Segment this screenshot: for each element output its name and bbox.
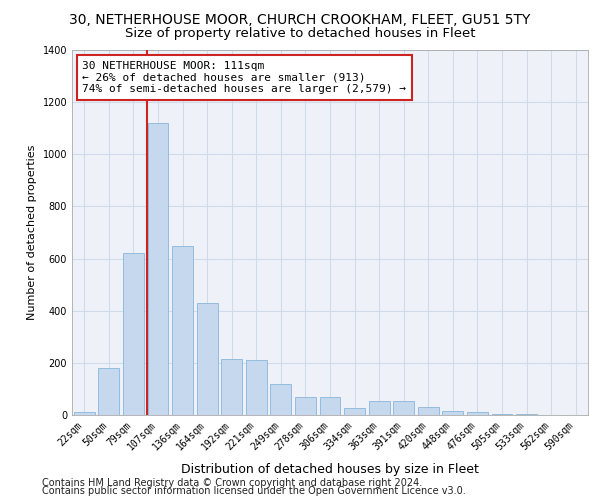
Text: Size of property relative to detached houses in Fleet: Size of property relative to detached ho…	[125, 28, 475, 40]
Bar	[344, 408, 365, 415]
Bar	[271, 384, 292, 415]
Bar	[516, 414, 537, 415]
Text: Contains public sector information licensed under the Open Government Licence v3: Contains public sector information licen…	[42, 486, 466, 496]
Bar	[172, 246, 193, 415]
Bar	[295, 397, 316, 415]
Bar	[148, 123, 169, 415]
Bar	[467, 412, 488, 415]
X-axis label: Distribution of detached houses by size in Fleet: Distribution of detached houses by size …	[181, 463, 479, 476]
Bar	[491, 414, 512, 415]
Bar	[221, 359, 242, 415]
Bar	[418, 407, 439, 415]
Bar	[197, 303, 218, 415]
Text: Contains HM Land Registry data © Crown copyright and database right 2024.: Contains HM Land Registry data © Crown c…	[42, 478, 422, 488]
Bar	[320, 397, 340, 415]
Text: 30, NETHERHOUSE MOOR, CHURCH CROOKHAM, FLEET, GU51 5TY: 30, NETHERHOUSE MOOR, CHURCH CROOKHAM, F…	[70, 12, 530, 26]
Bar	[393, 400, 414, 415]
Bar	[123, 254, 144, 415]
Bar	[442, 411, 463, 415]
Y-axis label: Number of detached properties: Number of detached properties	[27, 145, 37, 320]
Bar	[368, 400, 389, 415]
Bar	[74, 412, 95, 415]
Bar	[98, 368, 119, 415]
Text: 30 NETHERHOUSE MOOR: 111sqm
← 26% of detached houses are smaller (913)
74% of se: 30 NETHERHOUSE MOOR: 111sqm ← 26% of det…	[82, 61, 406, 94]
Bar	[246, 360, 267, 415]
